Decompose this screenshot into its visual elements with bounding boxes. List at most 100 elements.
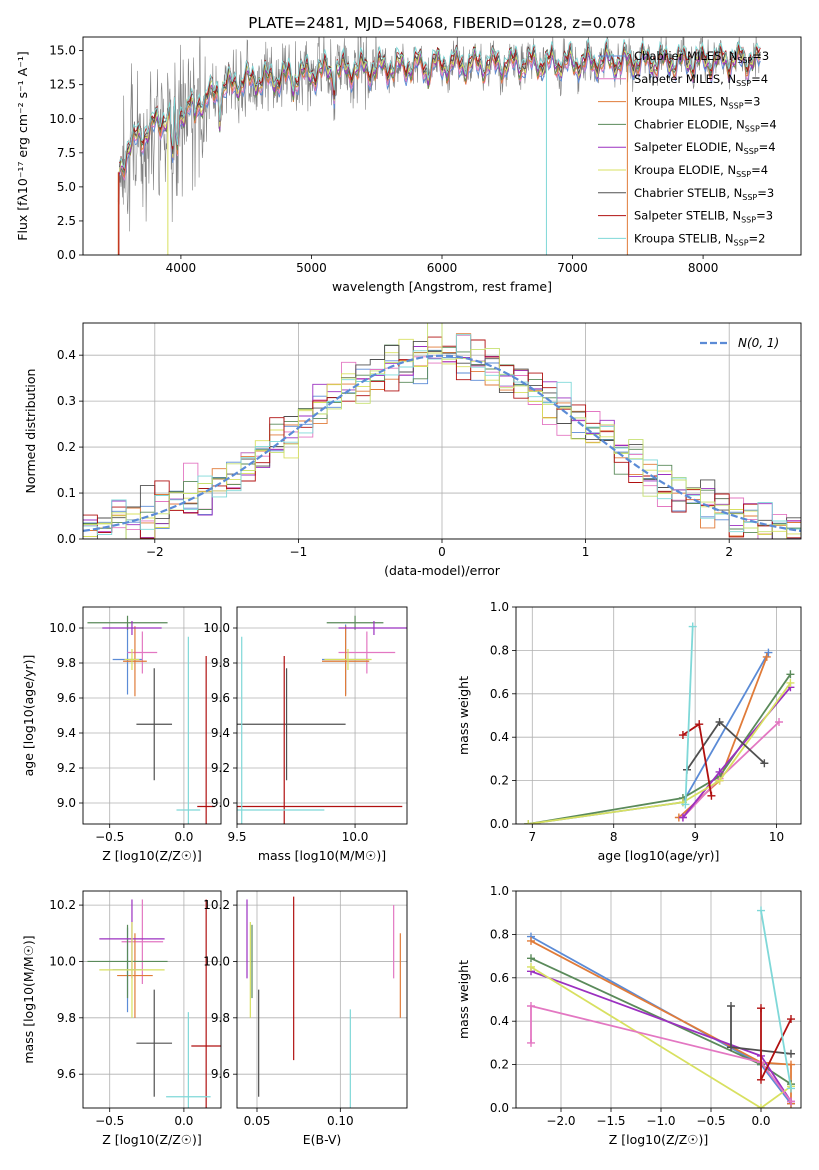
legend-entry: Chabrier STELIB, NSSP=3 [634,186,774,202]
legend-entry: Salpeter STELIB, NSSP=3 [634,209,773,225]
data-marker [715,718,724,727]
series-line [684,626,694,805]
x-axis-label: Z [log10(Z/Z☉)] [102,848,202,863]
y-tick-label: 1.0 [490,600,509,614]
data-marker [757,1104,765,1108]
x-tick-label: 0.05 [244,1114,271,1128]
data-marker [715,767,724,776]
y-tick-label: 10.0 [203,954,230,968]
legend-entry: Kroupa ELODIE, NSSP=4 [634,163,768,179]
errorbar-point-6 [324,649,372,670]
y-tick-label: 9.8 [57,656,76,670]
series-7 [727,1002,795,1058]
legend-text: Salpeter MILES, N [634,72,736,86]
y-tick-label: 0.2 [490,774,509,788]
legend-entry: Kroupa MILES, NSSP=3 [634,95,760,111]
data-marker [757,1004,765,1013]
series-line [530,966,792,1108]
y-tick-label: 9.8 [57,1011,76,1025]
x-tick-label: 6000 [427,261,458,275]
x-axis-label: (data-model)/error [384,563,501,578]
legend-text: Salpeter STELIB, N [634,209,741,223]
y-tick-label: 0.4 [57,348,76,362]
x-tick-label: 10 [769,830,784,844]
data-marker [681,800,690,809]
x-tick-label: 0.0 [751,1114,770,1128]
x-tick-label: −0.5 [95,830,124,844]
errorbar-point-7 [136,668,173,781]
series-line [528,682,792,824]
legend-text: Salpeter ELODIE, N [634,140,744,154]
x-axis-label: wavelength [Angstrom, rest frame] [332,279,552,294]
plot-area [83,607,221,824]
panel-6: −0.5 0.0 9.6 9.8 10.0 10.2 Z [log10(Z/Z☉)] mass… [21,890,222,1147]
plot-area [83,323,801,539]
y-tick-label: 9.6 [57,1067,76,1081]
x-axis-label: Z [log10(Z/Z☉)] [609,1132,709,1147]
y-tick-label: 10.0 [49,112,76,126]
y-tick-label: 9.0 [57,796,76,810]
chart-title: PLATE=2481, MJD=54068, FIBERID=0128, z=0… [248,14,635,32]
legend-text: Kroupa MILES, N [634,95,729,109]
data-marker [757,906,765,915]
legend-text: Chabrier MILES, N [634,49,737,63]
panel-2: −2 −1 0 1 2 0.0 0.1 0.2 0.3 0.4 (data-model)/error… [23,322,802,578]
x-tick-label: 7000 [557,261,588,275]
data-marker [527,1002,535,1011]
data-marker [787,1049,795,1058]
data-marker [787,1015,795,1024]
y-tick-label: 9.8 [211,656,230,670]
data-marker [527,954,535,963]
errorbar-point-3 [123,626,147,697]
legend-value: =3 [744,95,761,109]
x-tick-label: 8 [610,830,618,844]
legend-value: =4 [760,117,777,131]
legend-value: =4 [759,140,776,154]
legend-text: Chabrier STELIB, N [634,186,742,200]
errorbar-point-4 [87,924,168,999]
y-tick-label: 9.6 [211,691,230,705]
axes-frame [82,322,802,540]
y-tick-label: 12.5 [49,78,76,92]
legend-value: =3 [756,209,773,223]
y-tick-label: 9.6 [57,691,76,705]
y-tick-label: 9.4 [211,726,230,740]
x-axis-label: E(B-V) [303,1132,342,1147]
x-tick-label: 0.10 [327,1114,354,1128]
y-axis-label: Flux [fλ10⁻¹⁷ erg cm⁻² s⁻¹ A⁻¹] [15,51,30,240]
y-tick-label: 10.0 [49,621,76,635]
series-line [760,1008,792,1081]
legend: N(0, 1) [700,336,779,350]
legend-text: Chabrier ELODIE, N [634,117,745,131]
data-marker [527,962,535,971]
x-tick-label: −2.0 [546,1114,575,1128]
series-5 [678,683,795,822]
y-tick-label: 9.2 [211,761,230,775]
y-axis-label: age [log10(age/yr)] [21,655,36,777]
x-axis-label: Z [log10(Z/Z☉)] [102,1132,202,1147]
data-marker [764,648,773,657]
x-tick-label: 9 [691,830,699,844]
y-tick-label: 15.0 [49,44,76,58]
axes-frame [236,890,408,1109]
errorbar-point-9 [166,1012,211,1108]
legend-value: =3 [752,49,769,63]
y-axis-label: mass [log10(M/M☉)] [21,935,36,1063]
errorbar-point-6 [99,922,165,1018]
data-marker [524,820,533,824]
errorbar-point-3 [117,933,153,1018]
legend-sub: SSP [736,79,751,88]
y-tick-label: 5.0 [57,180,76,194]
y-tick-label: 9.4 [57,726,76,740]
data-marker [786,670,795,679]
y-tick-label: 0.1 [57,486,76,500]
y-axis-label: mass weight [456,960,471,1039]
data-marker [707,791,716,800]
x-axis-label: age [log10(age/yr)] [598,848,720,863]
legend-sub: SSP [742,193,757,202]
x-tick-label: −1.5 [596,1114,625,1128]
y-tick-label: 9.2 [57,761,76,775]
histogram-10 [83,323,801,539]
x-tick-label: 9.5 [227,830,246,844]
legend-entry: Salpeter ELODIE, NSSP=4 [634,140,776,156]
